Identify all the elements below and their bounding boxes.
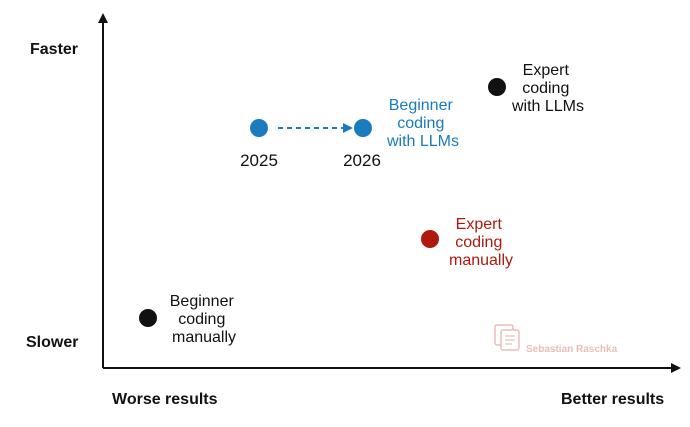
expert-manual-label: Expert coding manually [449,216,513,269]
year-2026-label: 2026 [343,151,381,170]
beginner-llm-2025-dot [250,119,268,137]
beginner-llm-label-line-2: coding [397,115,444,132]
expert-llm-label-line-3: with LLMs [511,98,584,115]
year-2025-label: 2025 [240,151,278,170]
beginner-manual-label-line-3: manually [172,329,236,346]
beginner-llm-label-line-1: Beginner [389,97,454,114]
beginner-llm-label: Beginner coding with LLMs [386,97,459,150]
y-axis-top-label: Faster [30,41,78,58]
watermark: Sebastian Raschka [494,324,618,355]
watermark-logo-icon [494,324,520,351]
expert-manual-label-line-2: coding [455,234,502,251]
expert-manual-label-line-3: manually [449,252,513,269]
x-axis-left-label: Worse results [112,391,218,408]
watermark-text: Sebastian Raschka [526,344,618,355]
beginner-llm-label-line-3: with LLMs [386,133,459,150]
beginner-manual-label-line-2: coding [178,311,225,328]
beginner-manual-label: Beginner coding manually [170,293,239,346]
x-axis-right-label: Better results [561,391,664,408]
expert-llm-label: Expert coding with LLMs [511,62,584,115]
beginner-manual-label-line-1: Beginner [170,293,235,310]
beginner-llm-2026-dot [354,119,372,137]
expert-manual-label-line-1: Expert [456,216,503,233]
expert-llm-label-line-2: coding [522,80,569,97]
y-axis-bottom-label: Slower [26,334,78,351]
expert-llm-label-line-1: Expert [523,62,570,79]
expert-llm-dot [488,78,506,96]
beginner-manual-dot [139,309,157,327]
expert-manual-dot [421,230,439,248]
